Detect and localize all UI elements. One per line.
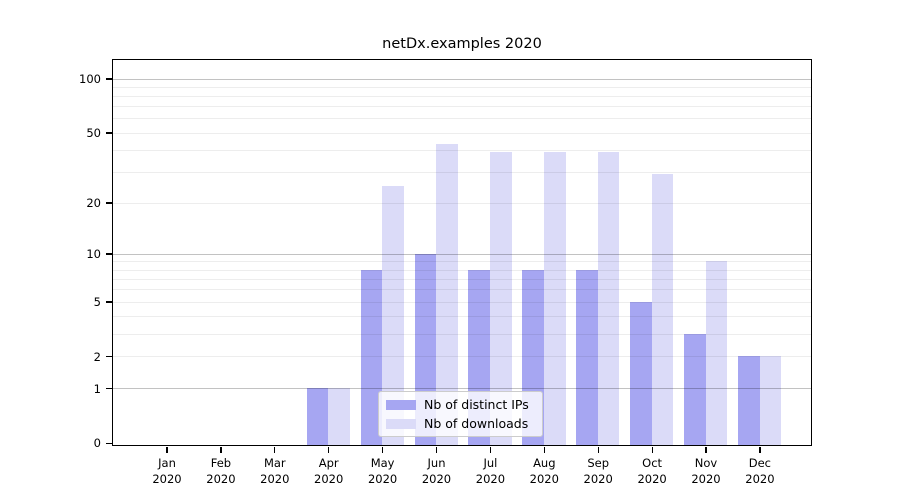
x-tick-mark bbox=[166, 446, 168, 454]
y-tick-label: 50 bbox=[86, 125, 101, 140]
bar-downloads-may bbox=[382, 185, 404, 446]
gridline-minor bbox=[112, 86, 811, 88]
x-tick-label: Dec 2020 bbox=[745, 455, 775, 486]
chart-title: netDx.examples 2020 bbox=[382, 36, 542, 52]
bar-distinct-ips-may bbox=[360, 269, 383, 446]
y-tick-label: 0 bbox=[93, 436, 101, 451]
y-tick-label: 2 bbox=[93, 349, 101, 364]
bar-downloads-apr bbox=[328, 388, 350, 446]
bar-distinct-ips-apr bbox=[306, 388, 329, 446]
legend-label-downloads: Nb of downloads bbox=[423, 416, 529, 432]
gridline-minor bbox=[112, 118, 811, 120]
gridline-minor bbox=[112, 261, 811, 263]
legend: Nb of distinct IPs Nb of downloads bbox=[377, 391, 543, 437]
y-tick-mark bbox=[105, 442, 112, 444]
bar-distinct-ips-dec bbox=[737, 356, 760, 446]
y-tick-label: 1 bbox=[93, 381, 101, 396]
x-tick-label: Oct 2020 bbox=[637, 455, 667, 486]
x-tick-label: Jun 2020 bbox=[421, 455, 452, 486]
gridline-major bbox=[112, 253, 811, 255]
y-tick-mark bbox=[105, 253, 112, 255]
bar-downloads-sep bbox=[597, 151, 620, 446]
x-tick-mark bbox=[651, 446, 653, 454]
gridline-major bbox=[112, 78, 811, 80]
bar-downloads-aug bbox=[543, 151, 566, 446]
bar-downloads-dec bbox=[759, 356, 782, 446]
gridline-minor bbox=[112, 269, 811, 271]
x-tick-label: Jan 2020 bbox=[152, 455, 182, 486]
x-tick-label: Apr 2020 bbox=[314, 455, 344, 486]
bar-distinct-ips-sep bbox=[576, 269, 598, 446]
x-tick-label: Sep 2020 bbox=[583, 455, 613, 486]
x-tick-mark bbox=[543, 446, 545, 454]
legend-swatch-distinct-ips-icon bbox=[385, 399, 416, 410]
bar-downloads-jul bbox=[490, 151, 512, 446]
x-tick-label: May 2020 bbox=[367, 455, 398, 486]
x-tick-mark bbox=[328, 446, 330, 454]
x-tick-mark bbox=[705, 446, 707, 454]
bar-distinct-ips-oct bbox=[630, 301, 652, 446]
y-tick-mark bbox=[105, 78, 112, 80]
y-tick-mark bbox=[105, 301, 112, 303]
legend-label-distinct-ips: Nb of distinct IPs bbox=[423, 397, 529, 413]
x-tick-mark bbox=[220, 446, 222, 454]
y-tick-label: 100 bbox=[79, 71, 101, 86]
gridline-minor bbox=[112, 132, 811, 134]
x-tick-mark bbox=[489, 446, 492, 454]
gridline-minor bbox=[112, 106, 811, 108]
x-tick-label: Mar 2020 bbox=[260, 455, 290, 486]
y-tick-label: 10 bbox=[86, 246, 101, 261]
gridline-minor bbox=[112, 356, 811, 358]
gridline-minor bbox=[112, 315, 811, 317]
legend-entry-downloads: Nb of downloads bbox=[385, 416, 535, 432]
x-tick-mark bbox=[382, 446, 384, 454]
legend-entry-distinct-ips: Nb of distinct IPs bbox=[385, 397, 535, 413]
gridline-minor bbox=[112, 289, 811, 291]
x-tick-label: Feb 2020 bbox=[206, 455, 236, 486]
y-tick-mark bbox=[105, 355, 112, 358]
x-tick-label: Nov 2020 bbox=[691, 455, 721, 486]
x-tick-mark bbox=[759, 446, 761, 454]
gridline-minor bbox=[112, 171, 811, 173]
y-tick-label: 20 bbox=[86, 195, 101, 210]
bar-downloads-nov bbox=[705, 261, 728, 446]
bar-downloads-jun bbox=[436, 144, 458, 446]
y-tick-mark bbox=[105, 202, 112, 204]
x-tick-label: Jul 2020 bbox=[475, 455, 506, 486]
gridline-minor bbox=[112, 333, 811, 335]
gridline-minor bbox=[112, 96, 811, 98]
gridline-minor bbox=[112, 202, 811, 204]
y-tick-mark bbox=[105, 387, 112, 390]
y-tick-mark bbox=[105, 132, 112, 134]
x-tick-label: Aug 2020 bbox=[529, 455, 559, 486]
plot-area: Nb of distinct IPs Nb of downloads bbox=[111, 58, 812, 447]
gridline-minor bbox=[112, 278, 811, 280]
bar-distinct-ips-nov bbox=[684, 333, 706, 446]
x-tick-mark bbox=[597, 446, 599, 454]
y-tick-label: 5 bbox=[93, 294, 101, 309]
x-tick-mark bbox=[274, 446, 276, 454]
gridline-minor bbox=[112, 149, 811, 151]
x-tick-mark bbox=[435, 446, 438, 454]
legend-swatch-downloads-icon bbox=[385, 418, 416, 429]
gridline-minor bbox=[112, 301, 811, 303]
gridline-major bbox=[112, 388, 811, 390]
bar-downloads-oct bbox=[651, 174, 674, 446]
